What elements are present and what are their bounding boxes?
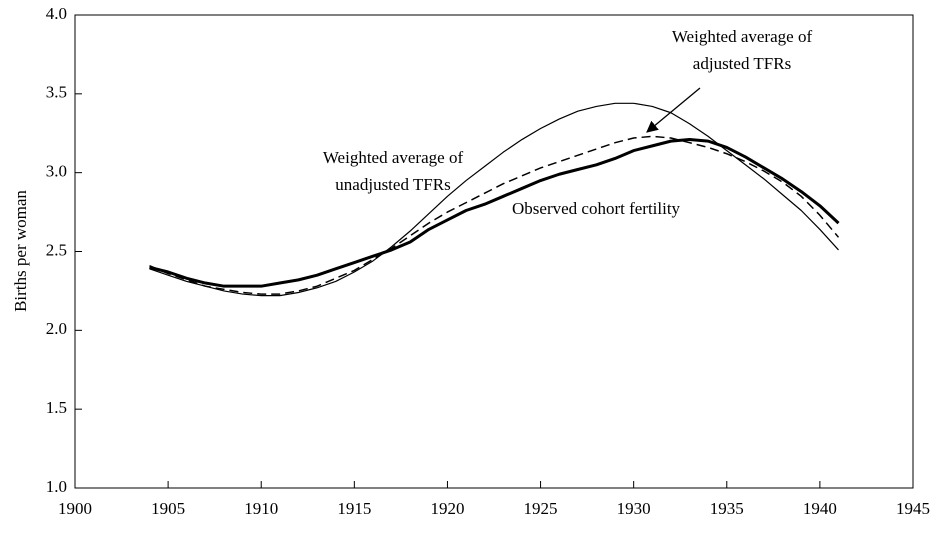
y-tick-label: 3.0	[46, 162, 67, 181]
x-tick-label: 1940	[803, 499, 837, 518]
y-tick-label: 1.0	[46, 477, 67, 496]
annotation: Weighted average of	[323, 148, 464, 167]
x-tick-label: 1945	[896, 499, 930, 518]
x-tick-label: 1915	[337, 499, 371, 518]
annotation: adjusted TFRs	[693, 54, 791, 73]
y-axis-label: Births per woman	[11, 190, 30, 312]
x-tick-label: 1935	[710, 499, 744, 518]
x-tick-label: 1930	[617, 499, 651, 518]
x-tick-label: 1905	[151, 499, 185, 518]
y-tick-label: 2.0	[46, 319, 67, 338]
plot-frame	[74, 14, 914, 489]
arrow	[646, 87, 701, 133]
series-line	[149, 135, 840, 295]
y-tick-label: 3.5	[46, 83, 67, 102]
x-tick-label: 1920	[430, 499, 464, 518]
x-tick-label: 1910	[244, 499, 278, 518]
series-line	[149, 138, 840, 288]
x-tick-label: 1925	[524, 499, 558, 518]
x-tick-label: 1900	[58, 499, 92, 518]
y-tick-label: 4.0	[46, 4, 67, 23]
annotation: Weighted average of	[672, 27, 813, 46]
series-line	[149, 102, 839, 297]
y-tick-label: 2.5	[46, 240, 67, 259]
annotation: Observed cohort fertility	[512, 199, 681, 218]
annotation: unadjusted TFRs	[335, 175, 450, 194]
y-tick-label: 1.5	[46, 398, 67, 417]
